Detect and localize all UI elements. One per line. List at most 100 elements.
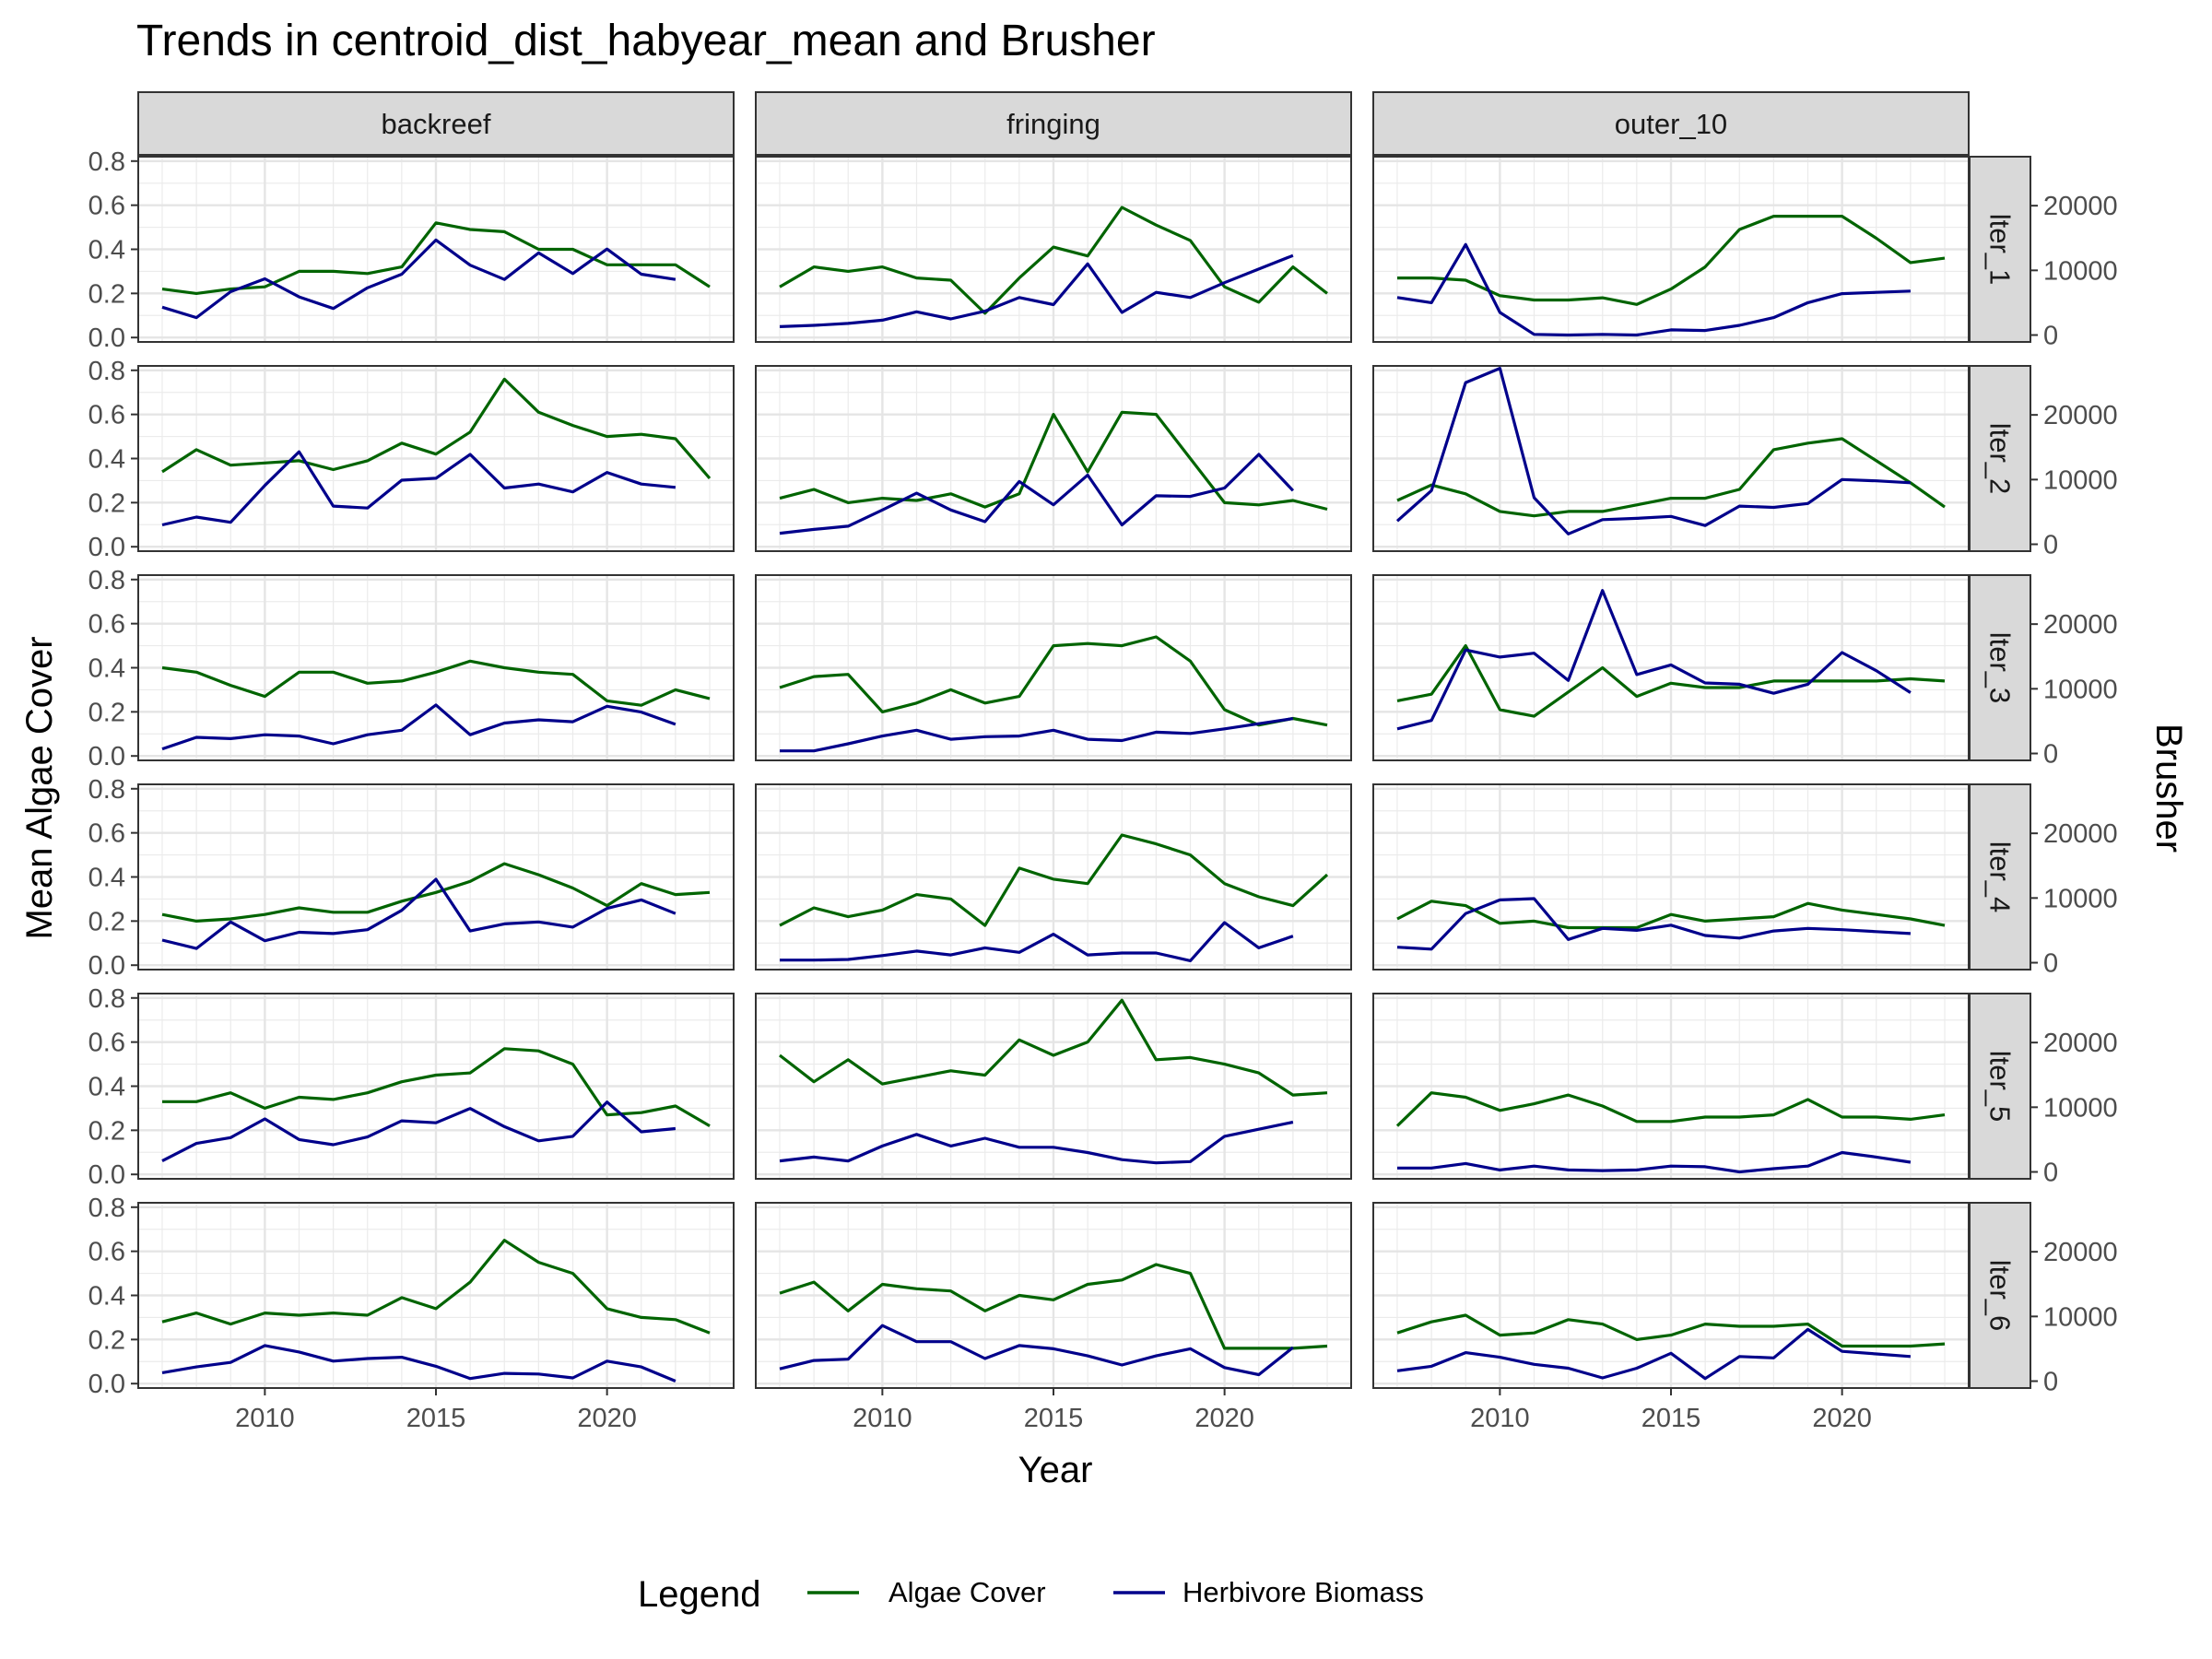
y-tick-label: 0.6 (88, 401, 125, 430)
panel-backreef-lter_1 (137, 156, 735, 343)
series-line-algae-cover (779, 998, 1328, 1097)
series-line-herbivore-biomass (1397, 1150, 1912, 1174)
y2-tick-label: 10000 (2043, 1302, 2118, 1332)
series-line-algae-cover (779, 410, 1328, 512)
y-tick-label: 0.8 (88, 775, 125, 805)
series-line-algae-cover (779, 206, 1328, 315)
legend-label-algae-cover: Algae Cover (888, 1576, 1046, 1608)
y2-tick-label: 20000 (2043, 610, 2118, 640)
y-tick-label: 0.0 (88, 533, 125, 562)
y-tick-label: 0.4 (88, 1282, 125, 1312)
x-tick-label: 2015 (1024, 1404, 1084, 1433)
panel-outer_10-lter_6 (1372, 1202, 1970, 1389)
y2-tick-label: 0 (2043, 740, 2058, 770)
strip-outer_10 (1372, 91, 1970, 156)
x-tick-label: 2015 (406, 1404, 466, 1433)
y-tick-label: 0.4 (88, 864, 125, 893)
y2-tick-label: 10000 (2043, 465, 2118, 495)
series-line-herbivore-biomass (1396, 589, 1912, 731)
series-line-algae-cover (1396, 1313, 1946, 1348)
y2-tick-label: 0 (2043, 1368, 2058, 1397)
y-tick-label: 0.6 (88, 1238, 125, 1267)
panel-backreef-lter_4 (137, 783, 735, 971)
panel-fringing-lter_1 (755, 156, 1352, 343)
strip-lter_5 (1969, 993, 2031, 1180)
panel-backreef-lter_5 (137, 993, 735, 1180)
series-line-herbivore-biomass (161, 238, 677, 320)
y2-tick-label: 20000 (2043, 401, 2118, 430)
series-line-herbivore-biomass (779, 453, 1295, 535)
y-tick-label: 0.6 (88, 1029, 125, 1058)
series-line-algae-cover (161, 221, 711, 295)
series-line-algae-cover (1396, 437, 1946, 518)
panel-fringing-lter_3 (755, 574, 1352, 761)
strip-label-lter_1: lter_1 (1984, 214, 2017, 286)
y-axis-title: Mean Algae Cover (19, 636, 60, 939)
panel-border (755, 156, 1352, 343)
series-line-herbivore-biomass (161, 877, 677, 950)
y-tick-label: 0.8 (88, 147, 125, 177)
y-tick-label: 0.2 (88, 488, 125, 518)
y-tick-label: 0.0 (88, 1160, 125, 1190)
series-line-algae-cover (161, 659, 711, 707)
y-tick-label: 0.8 (88, 984, 125, 1014)
panel-outer_10-lter_5 (1372, 993, 1970, 1180)
panel-border (755, 574, 1352, 761)
x-tick-label: 2020 (1194, 1404, 1254, 1433)
panel-outer_10-lter_3 (1372, 574, 1970, 761)
strip-lter_3 (1969, 574, 2031, 761)
series-line-algae-cover (1396, 900, 1946, 930)
y-tick-label: 0.2 (88, 1325, 125, 1355)
y2-tick-label: 10000 (2043, 1093, 2118, 1123)
strip-lter_6 (1969, 1202, 2031, 1389)
y-tick-label: 0.6 (88, 610, 125, 640)
series-line-herbivore-biomass (1396, 1327, 1912, 1381)
facet-panels (137, 156, 1970, 1389)
y2-tick-label: 20000 (2043, 192, 2118, 221)
series-line-algae-cover (779, 635, 1328, 727)
panel-backreef-lter_2 (137, 365, 735, 552)
series-line-algae-cover (779, 833, 1329, 927)
panel-fringing-lter_5 (755, 993, 1352, 1180)
axes: 0.00.20.40.60.80.00.20.40.60.80.00.20.40… (88, 147, 2118, 1433)
series-line-herbivore-biomass (780, 921, 1294, 963)
y-tick-label: 0.0 (88, 951, 125, 981)
strip-label-lter_3: lter_3 (1984, 632, 2017, 704)
y-tick-label: 0.2 (88, 698, 125, 727)
series-line-herbivore-biomass (780, 717, 1294, 753)
y2-tick-label: 10000 (2043, 256, 2118, 286)
panel-outer_10-lter_4 (1372, 783, 1970, 971)
series-line-herbivore-biomass (779, 1120, 1294, 1165)
panel-backreef-lter_6 (137, 1202, 735, 1389)
y2-tick-label: 0 (2043, 531, 2058, 560)
y2-tick-label: 0 (2043, 949, 2058, 979)
y-tick-label: 0.8 (88, 357, 125, 386)
chart-title: Trends in centroid_dist_habyear_mean and… (136, 17, 1156, 65)
y-tick-label: 0.2 (88, 1116, 125, 1146)
x-tick-label: 2010 (853, 1404, 912, 1433)
strip-label-backreef: backreef (382, 108, 491, 140)
series-line-algae-cover (162, 1047, 711, 1127)
y2-axis-title: Brusher (2148, 724, 2189, 853)
strip-lter_1 (1969, 156, 2031, 343)
panel-outer_10-lter_1 (1372, 156, 1970, 343)
series-line-herbivore-biomass (1396, 242, 1911, 337)
series-line-algae-cover (161, 1239, 711, 1335)
strip-label-lter_4: lter_4 (1984, 841, 2017, 913)
series-line-herbivore-biomass (1396, 897, 1911, 951)
y-tick-label: 0.4 (88, 1073, 125, 1102)
series-line-herbivore-biomass (161, 1100, 677, 1163)
y-tick-label: 0.2 (88, 907, 125, 936)
x-tick-label: 2020 (1812, 1404, 1872, 1433)
series-line-herbivore-biomass (1395, 367, 1911, 535)
y-tick-label: 0.4 (88, 236, 125, 265)
strip-label-lter_6: lter_6 (1984, 1260, 2017, 1332)
y2-tick-label: 0 (2043, 322, 2058, 351)
series-line-herbivore-biomass (779, 253, 1294, 328)
strip-lter_2 (1969, 365, 2031, 552)
strip-lter_4 (1969, 783, 2031, 971)
legend-title: Legend (638, 1574, 760, 1615)
series-line-herbivore-biomass (779, 1324, 1294, 1377)
legend-label-herbivore-biomass: Herbivore Biomass (1182, 1576, 1424, 1608)
